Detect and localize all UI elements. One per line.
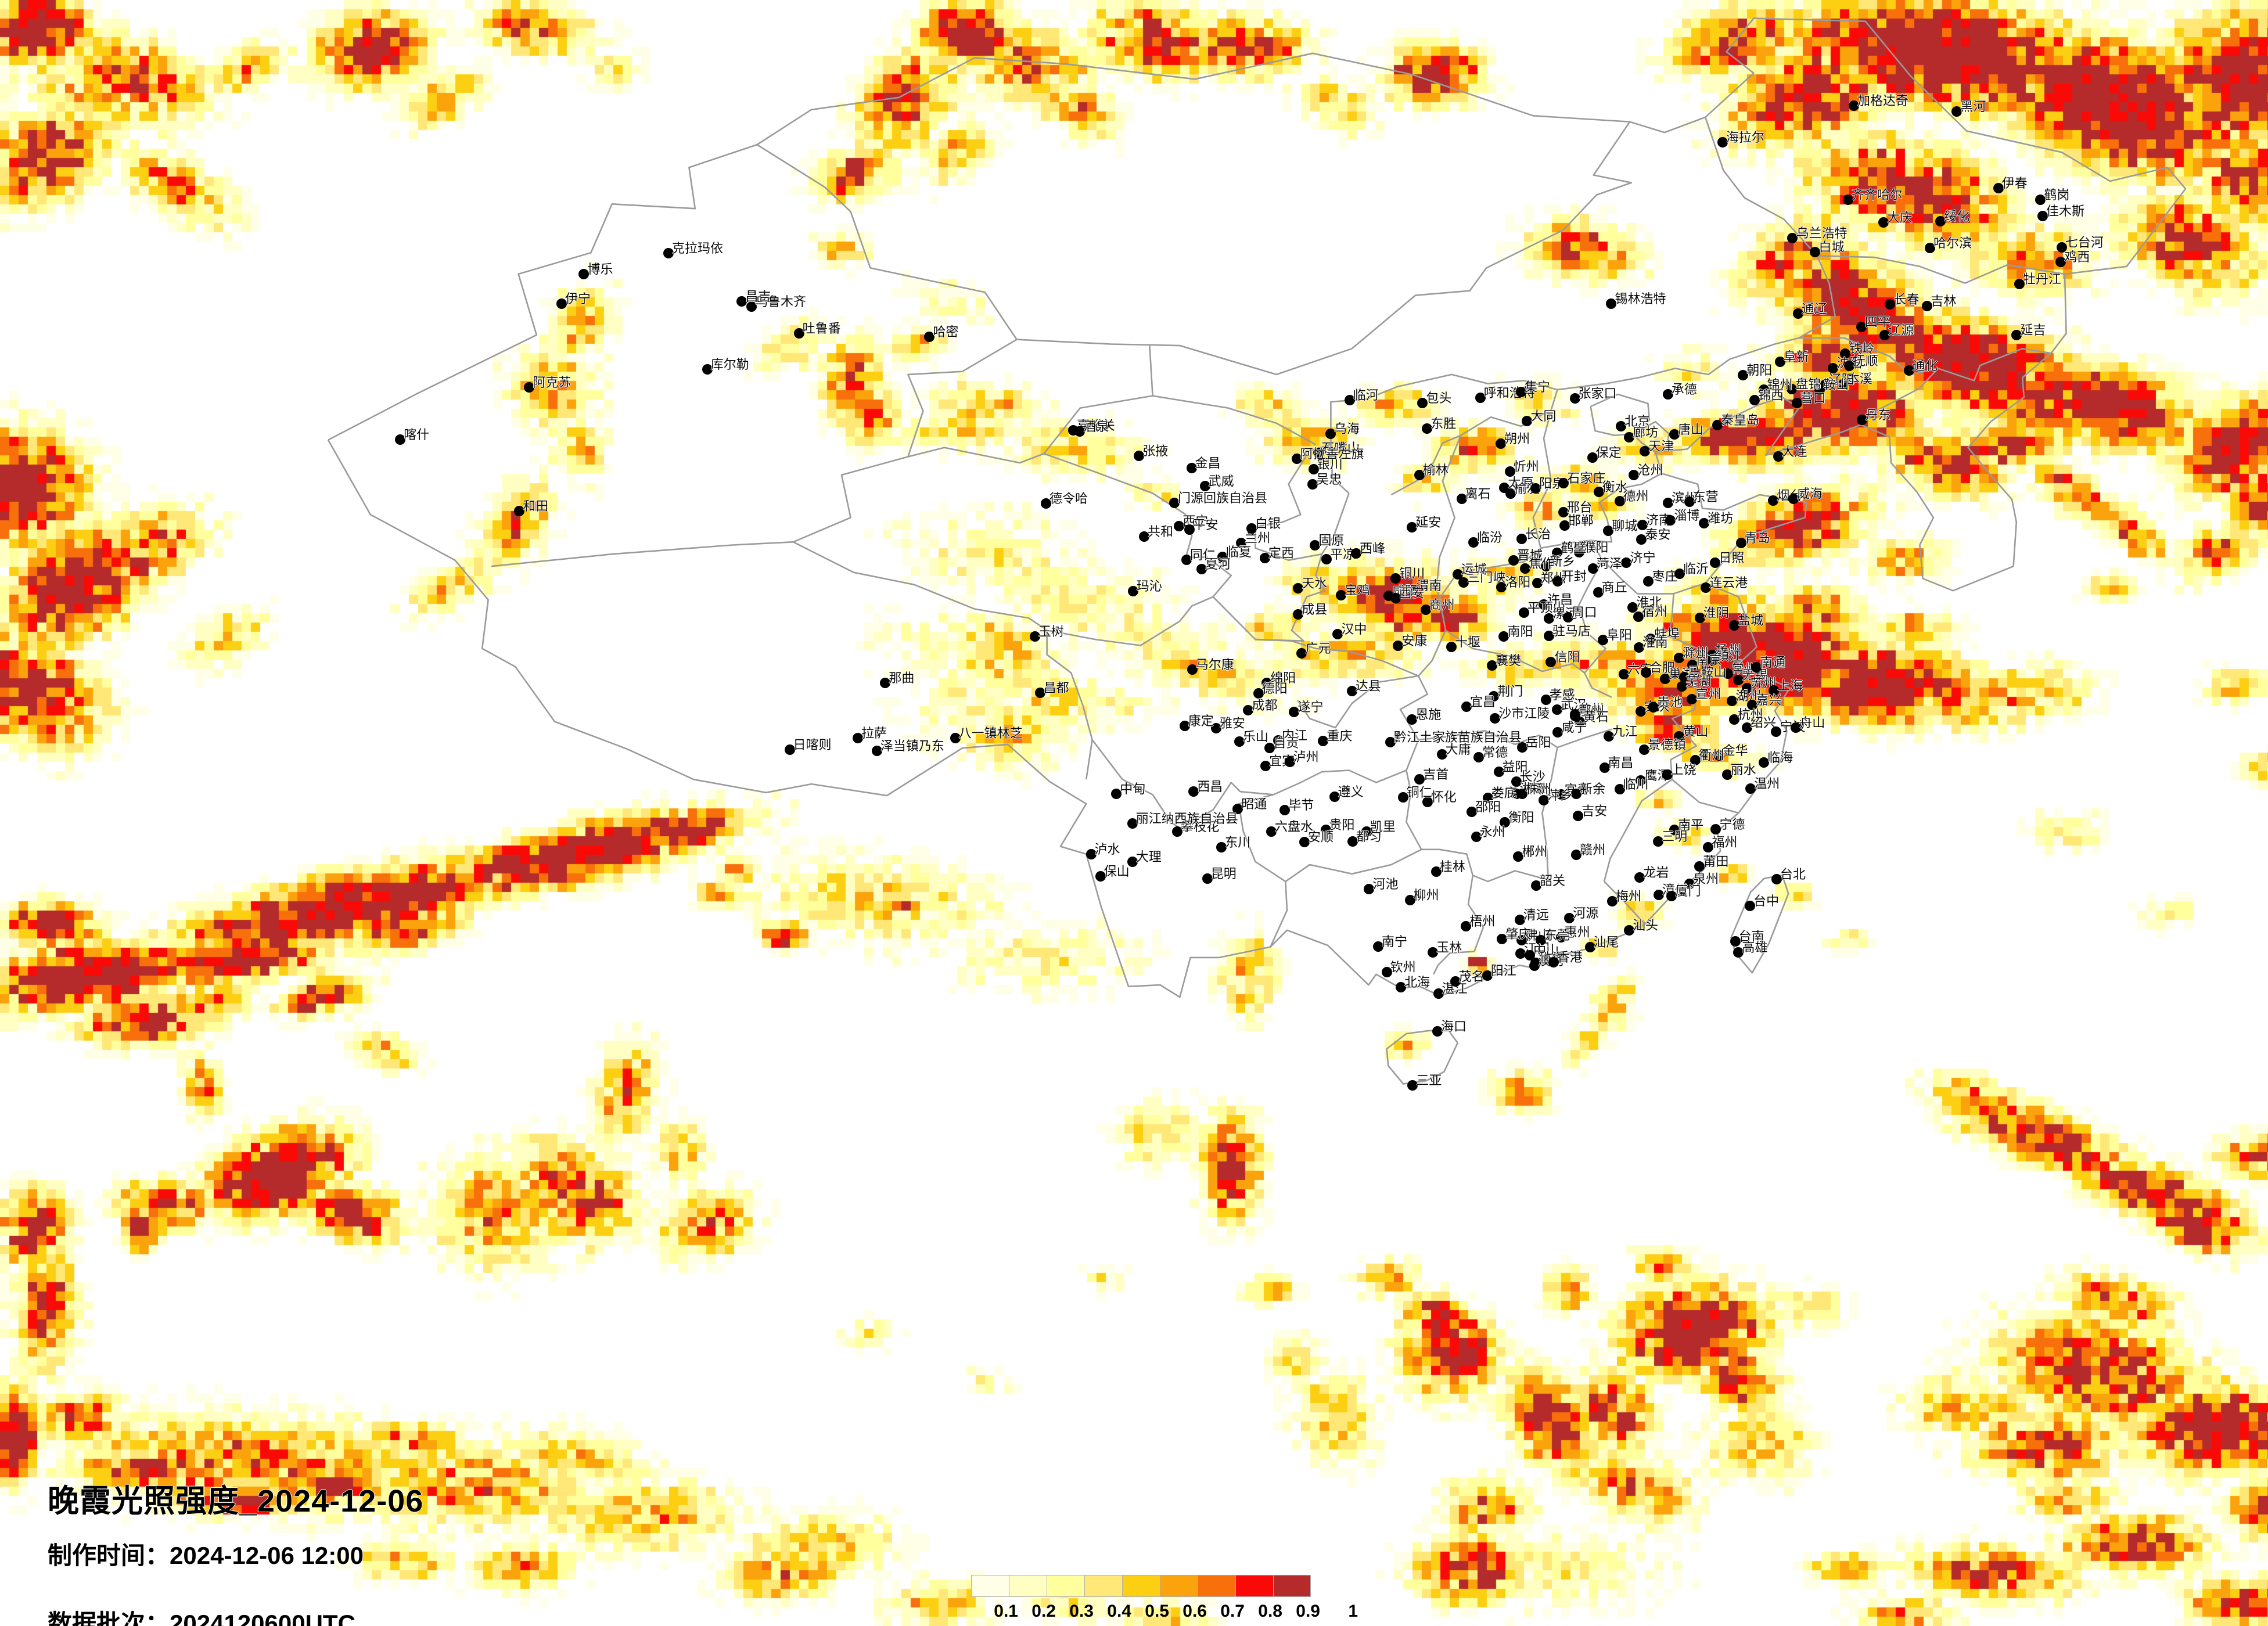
boundary-line <box>908 447 1232 646</box>
boundary-line <box>1255 444 1350 562</box>
data-batch-label: 数据批次： <box>48 1610 170 1626</box>
boundary-line <box>1557 728 1612 749</box>
boundary-line <box>1590 540 1706 595</box>
boundary-line <box>491 339 1018 567</box>
boundary-line <box>1433 875 1485 975</box>
legend-swatch <box>1009 1575 1047 1597</box>
legend-swatch <box>1273 1575 1311 1597</box>
boundary-line <box>1273 769 1407 796</box>
boundary-line <box>1799 337 1938 376</box>
production-time-line: 制作时间：2024-12-06 12:00 <box>48 1536 423 1571</box>
boundary-line <box>1557 337 1799 391</box>
data-batch-value: 2024120600UTC <box>170 1610 355 1626</box>
boundary-line <box>1670 708 1697 780</box>
legend-swatch <box>1122 1575 1160 1597</box>
legend-label: 0.6 <box>1182 1602 1207 1621</box>
boundary-line <box>1238 794 1286 882</box>
boundary-line <box>1668 593 1706 710</box>
legend-label: 0.1 <box>994 1602 1018 1621</box>
boundary-line <box>1590 393 1651 437</box>
legend-swatch-row <box>971 1575 1349 1597</box>
legend-label: 0.3 <box>1069 1602 1094 1621</box>
intensity-legend: 0.1 0.2 0.3 0.4 0.5 0.6 0.7 0.8 0.9 1 <box>971 1575 1358 1621</box>
legend-swatch <box>971 1575 1009 1597</box>
boundary-line <box>1577 560 1606 674</box>
boundary-line <box>1212 553 1326 642</box>
legend-label: 1 <box>1348 1602 1358 1621</box>
boundary-line <box>1152 395 1317 445</box>
boundary-line <box>1399 629 1558 749</box>
boundary-line <box>1406 739 1422 850</box>
boundary-line <box>1541 747 1558 880</box>
boundary-line <box>1730 875 1789 974</box>
boundary-line <box>1817 255 2065 284</box>
boundary-line <box>1386 1030 1459 1085</box>
boundary-line <box>1584 672 1612 698</box>
boundary-line <box>1603 779 1673 882</box>
boundary-line <box>1860 352 2052 592</box>
boundary-line <box>1672 779 1739 814</box>
boundary-line <box>1297 675 1419 729</box>
boundary-line <box>1285 848 1422 882</box>
boundary-line <box>1436 435 1462 599</box>
legend-label: 0.5 <box>1145 1602 1169 1621</box>
legend-swatch <box>1235 1575 1273 1597</box>
boundary-line <box>1270 881 1288 948</box>
legend-swatch <box>1047 1575 1084 1597</box>
boundary-line <box>1390 434 1461 496</box>
legend-label-row: 0.1 0.2 0.3 0.4 0.5 0.6 0.7 0.8 0.9 1 <box>971 1602 1358 1621</box>
boundary-line <box>1091 739 1274 829</box>
legend-swatch <box>1198 1575 1235 1597</box>
boundary-line <box>793 541 1093 780</box>
data-batch-line: 数据批次：2024120600UTC <box>48 1604 423 1626</box>
boundary-line <box>327 17 2187 998</box>
legend-label: 0.2 <box>1031 1602 1056 1621</box>
legend-label: 0.8 <box>1258 1602 1282 1621</box>
boundary-line <box>1255 638 1419 677</box>
boundary-line <box>1043 346 1153 455</box>
boundary-line <box>1439 598 1585 674</box>
boundary-line <box>1632 420 1670 453</box>
boundary-line <box>1421 848 1549 883</box>
page-title: 晚霞光照强度_2024-12-06 <box>48 1484 424 1519</box>
boundary-line <box>1330 373 1558 445</box>
legend-swatch <box>1084 1575 1122 1597</box>
legend-label: 0.9 <box>1296 1602 1320 1621</box>
legend-label: 0.4 <box>1107 1602 1131 1621</box>
production-time-value: 2024-12-06 12:00 <box>170 1542 364 1569</box>
title-block: 晚霞光照强度_2024-12-06 制作时间：2024-12-06 12:00 … <box>48 1475 423 1626</box>
boundary-line <box>1604 880 1646 925</box>
boundary-line <box>756 52 1630 146</box>
boundary-line <box>1540 473 1662 549</box>
legend-label: 0.7 <box>1220 1602 1245 1621</box>
production-time-label: 制作时间： <box>48 1542 170 1569</box>
legend-swatch <box>1160 1575 1198 1597</box>
boundary-line <box>1704 117 1836 339</box>
